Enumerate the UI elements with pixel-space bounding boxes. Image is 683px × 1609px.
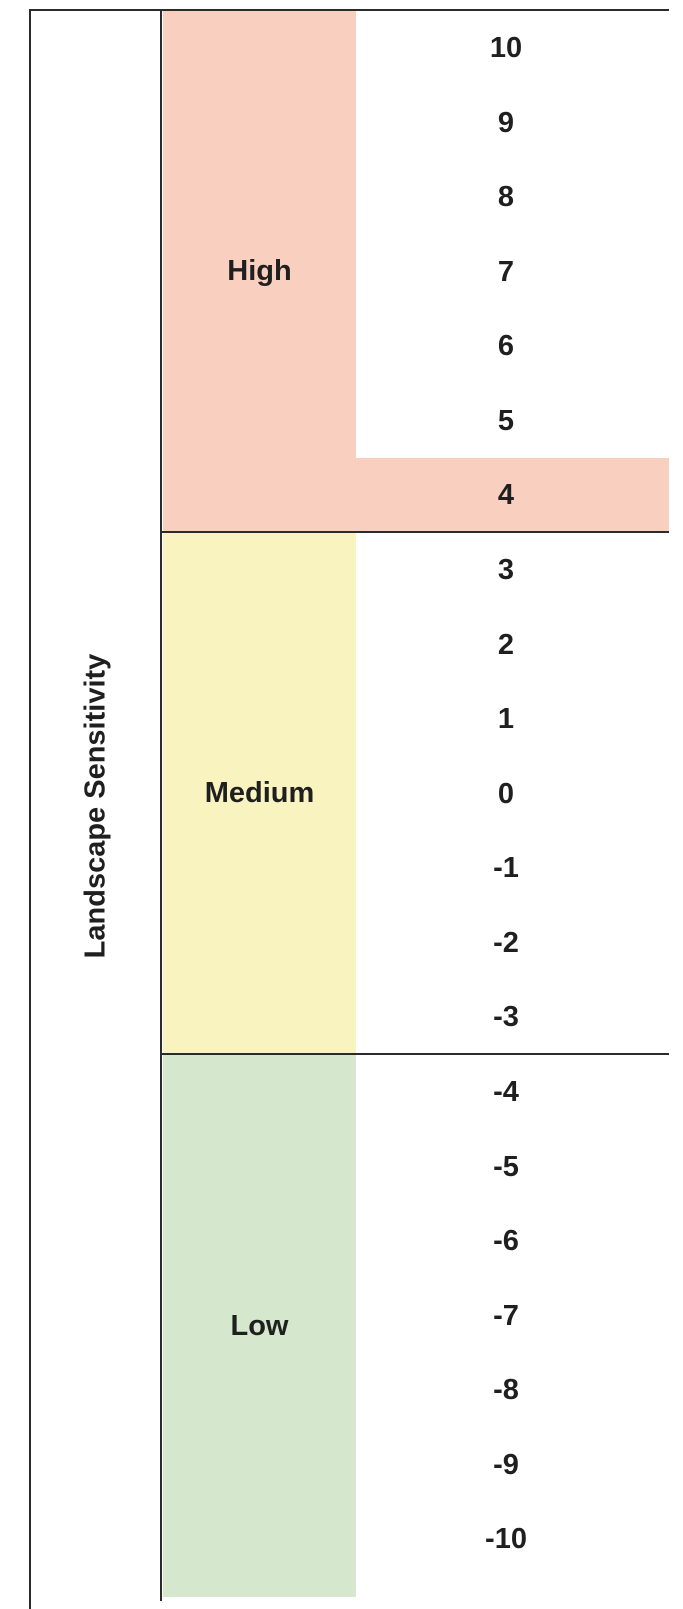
score-value: -1 <box>493 851 519 884</box>
score-value: 5 <box>497 404 515 437</box>
band-label-medium: Medium <box>204 776 315 809</box>
score-value: 4 <box>497 478 515 511</box>
title-column: Landscape Sensitivity <box>31 11 162 1601</box>
score-value: -6 <box>493 1224 519 1257</box>
score-value: -8 <box>493 1373 519 1406</box>
score-value: -9 <box>493 1448 519 1481</box>
score-value: 7 <box>497 255 515 288</box>
score-value: -2 <box>493 926 519 959</box>
score-value: 0 <box>497 777 515 810</box>
score-value: 3 <box>497 553 515 586</box>
band-medium: Medium <box>163 533 356 1053</box>
band-label-low: Low <box>230 1309 289 1342</box>
score-value: -3 <box>493 1000 519 1033</box>
band-high-highlight <box>356 458 669 531</box>
scale-title: Landscape Sensitivity <box>79 653 111 959</box>
score-value: 1 <box>497 702 515 735</box>
score-value: 8 <box>497 180 515 213</box>
band-high: High <box>163 11 356 531</box>
divider-medium-low <box>161 1053 669 1055</box>
score-value: 9 <box>497 106 515 139</box>
sensitivity-scale-frame <box>29 9 669 1609</box>
band-low: Low <box>163 1055 356 1597</box>
divider-high-medium <box>161 531 669 533</box>
score-value: 6 <box>497 329 515 362</box>
score-value: 10 <box>489 31 523 64</box>
score-value: -4 <box>493 1075 519 1108</box>
band-label-high: High <box>227 254 292 287</box>
score-value: -10 <box>485 1522 527 1555</box>
score-value: -7 <box>493 1299 519 1332</box>
score-value: -5 <box>493 1150 519 1183</box>
score-value: 2 <box>497 628 515 661</box>
